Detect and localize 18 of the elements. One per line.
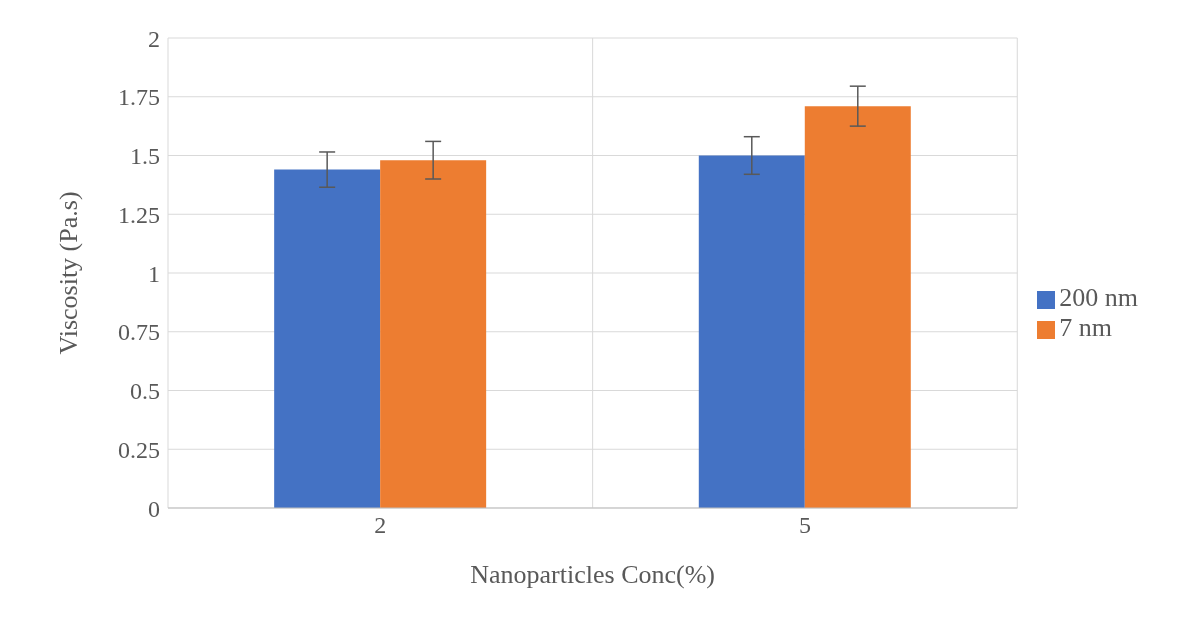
y-tick-label: 0.25: [118, 436, 160, 463]
y-tick-label: 1: [148, 260, 160, 287]
y-tick-label: 0.5: [130, 378, 160, 405]
bar: [274, 169, 381, 508]
y-tick-label: 2: [148, 25, 160, 52]
y-tick-label: 1.25: [118, 201, 160, 228]
legend-label: 200 nm: [1059, 283, 1138, 312]
x-axis-title: Nanoparticles Conc(%): [470, 560, 716, 589]
y-tick-label: 0.75: [118, 319, 160, 346]
bar: [380, 160, 487, 508]
y-axis-title: Viscosity (Pa.s): [54, 191, 84, 355]
bar: [804, 106, 911, 508]
y-tick-label: 1.75: [118, 84, 160, 111]
y-tick-label: 0: [148, 495, 160, 522]
legend-label: 7 nm: [1059, 313, 1112, 342]
bar: [698, 155, 805, 508]
y-tick-label: 1.5: [130, 143, 160, 170]
x-tick-label: 5: [798, 512, 811, 539]
